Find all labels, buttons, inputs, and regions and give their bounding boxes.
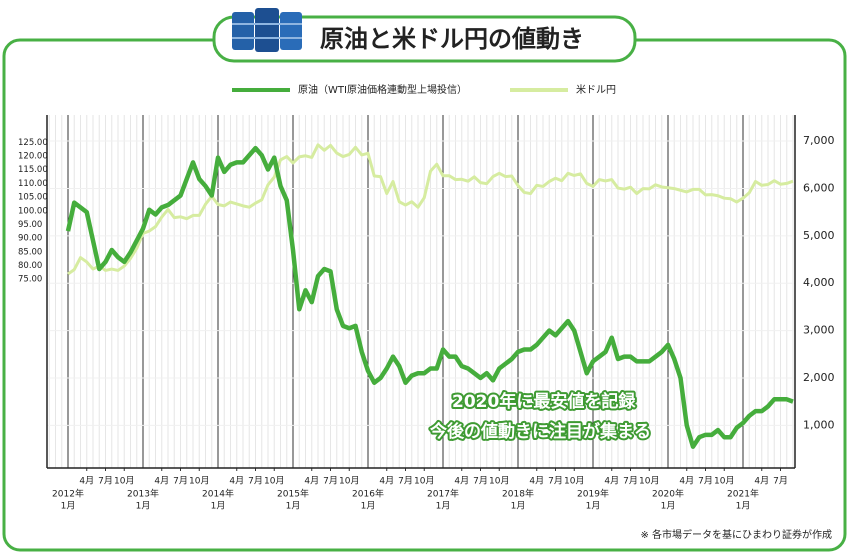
- annotation: 今後の値動きに注目が集まる: [430, 421, 651, 442]
- x-tick-label: 2012年: [52, 488, 84, 500]
- x-tick-label: 10月: [189, 476, 209, 487]
- x-tick-label: 7月: [698, 476, 713, 487]
- y2-tick-label: 3,000: [803, 324, 835, 337]
- x-tick-label: 7月: [248, 476, 263, 487]
- x-tick-label: 10月: [564, 476, 584, 487]
- y-tick-label: 75.00: [18, 275, 42, 285]
- x-tick-label: 7月: [323, 476, 338, 487]
- x-tick-label: 4月: [529, 476, 544, 487]
- x-tick-label: 10月: [114, 476, 134, 487]
- x-tick-label: 2016年: [352, 488, 384, 500]
- x-tick-label: 2019年: [577, 488, 609, 500]
- y-tick-label: 115.00: [18, 165, 48, 175]
- x-tick-label: 10月: [489, 476, 509, 487]
- x-tick-label: 4月: [229, 476, 244, 487]
- y2-tick-label: 6,000: [803, 181, 835, 194]
- x-tick-label: 4月: [679, 476, 694, 487]
- x-tick-label: 10月: [339, 476, 359, 487]
- y-tick-label: 120.00: [18, 152, 48, 162]
- y-tick-label: 125.00: [18, 138, 48, 148]
- x-tick-label: 1月: [136, 501, 151, 512]
- x-tick-label: 4月: [604, 476, 619, 487]
- y2-tick-label: 4,000: [803, 276, 835, 289]
- y2-tick-label: 5,000: [803, 229, 835, 242]
- x-tick-label: 1月: [661, 501, 676, 512]
- y2-tick-label: 7,000: [803, 134, 835, 147]
- x-tick-label: 2021年: [727, 488, 759, 500]
- x-tick-label: 4月: [754, 476, 769, 487]
- x-tick-label: 1月: [61, 501, 76, 512]
- x-tick-label: 4月: [79, 476, 94, 487]
- x-tick-label: 1月: [211, 501, 226, 512]
- y-tick-label: 90.00: [18, 234, 42, 244]
- x-tick-label: 7月: [773, 476, 788, 487]
- x-tick-label: 7月: [173, 476, 188, 487]
- x-tick-label: 1月: [436, 501, 451, 512]
- series-line: [65, 145, 794, 449]
- x-tick-label: 1月: [511, 501, 526, 512]
- y-tick-label: 95.00: [18, 220, 42, 230]
- y-tick-label: 100.00: [18, 206, 48, 216]
- x-tick-label: 2018年: [502, 488, 534, 500]
- x-tick-label: 1月: [286, 501, 301, 512]
- series-line: [67, 143, 794, 276]
- y2-tick-label: 1,000: [803, 418, 835, 431]
- barrel-icon: [232, 8, 302, 52]
- y-tick-label: 85.00: [18, 247, 42, 257]
- x-tick-label: 7月: [398, 476, 413, 487]
- x-tick-label: 1月: [736, 501, 751, 512]
- x-tick-label: 10月: [264, 476, 284, 487]
- y2-tick-label: 2,000: [803, 371, 835, 384]
- source-note: ※ 各市場データを基にひまわり証券が作成: [640, 528, 832, 541]
- x-tick-label: 10月: [714, 476, 734, 487]
- x-tick-label: 4月: [154, 476, 169, 487]
- y-tick-label: 105.00: [18, 193, 48, 203]
- x-tick-label: 2014年: [202, 488, 234, 500]
- x-tick-label: 4月: [454, 476, 469, 487]
- x-tick-label: 7月: [548, 476, 563, 487]
- legend-label: 米ドル円: [576, 83, 616, 96]
- x-tick-label: 10月: [414, 476, 434, 487]
- x-tick-label: 1月: [586, 501, 601, 512]
- x-tick-label: 1月: [361, 501, 376, 512]
- title-pill: [212, 15, 637, 63]
- x-tick-label: 7月: [473, 476, 488, 487]
- x-tick-label: 7月: [623, 476, 638, 487]
- y-tick-label: 80.00: [18, 261, 42, 271]
- x-tick-label: 4月: [304, 476, 319, 487]
- annotation: 2020年に最安値を記録: [452, 391, 636, 412]
- x-tick-label: 2020年: [652, 488, 684, 500]
- y-tick-label: 110.00: [18, 179, 48, 189]
- x-tick-label: 10月: [639, 476, 659, 487]
- x-tick-label: 2013年: [127, 488, 159, 500]
- x-tick-label: 2017年: [427, 488, 459, 500]
- chart-title: 原油と米ドル円の値動き: [320, 25, 584, 53]
- legend-label: 原油（WTI原油価格連動型上場投信）: [298, 83, 467, 96]
- x-tick-label: 7月: [98, 476, 113, 487]
- x-tick-label: 2015年: [277, 488, 309, 500]
- x-tick-label: 4月: [379, 476, 394, 487]
